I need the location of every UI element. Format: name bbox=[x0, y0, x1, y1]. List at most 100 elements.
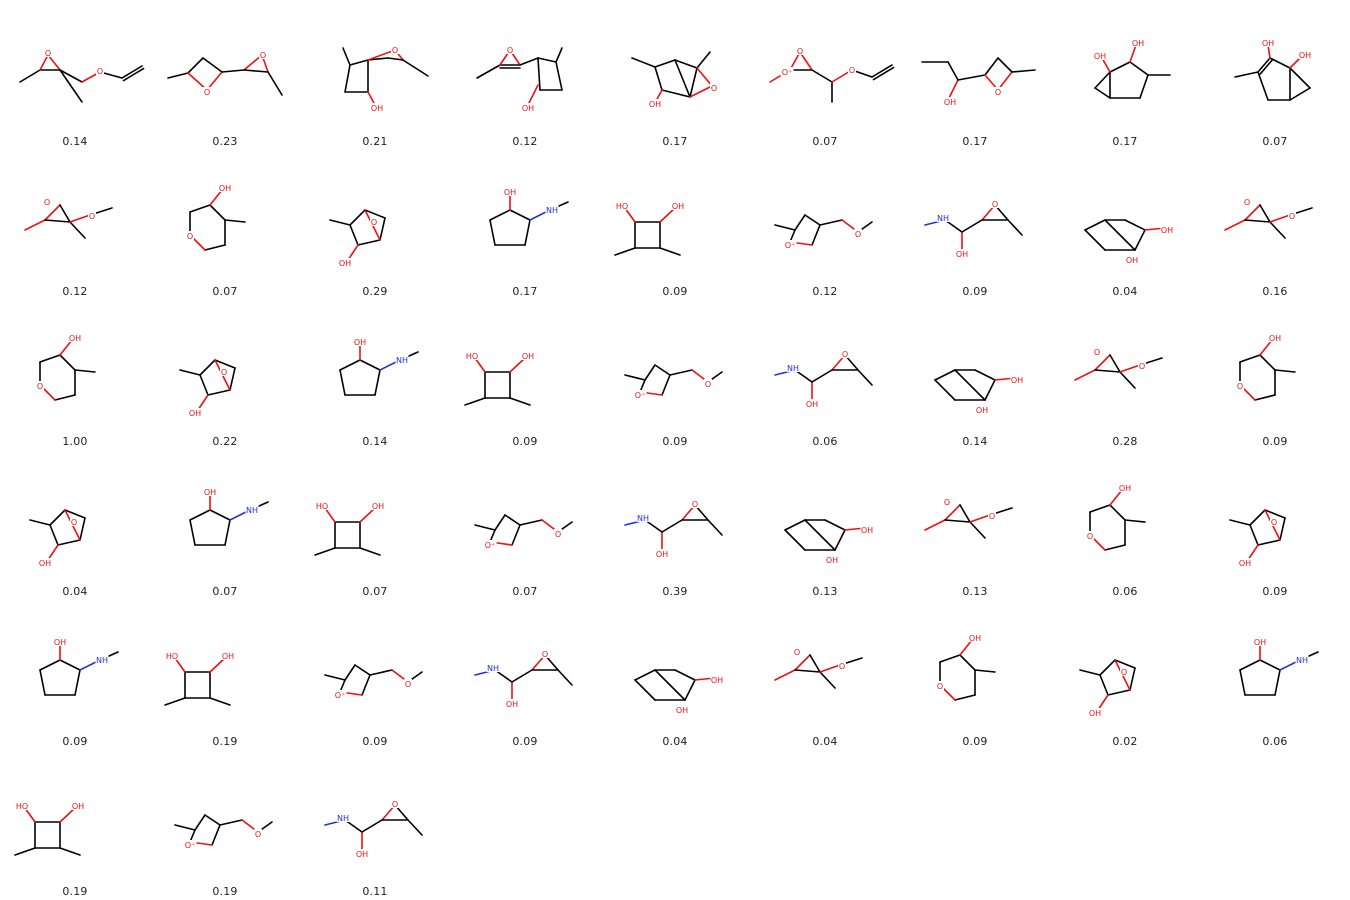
bond-line bbox=[954, 369, 986, 401]
molecule-structure-icon: NH OH O bbox=[324, 799, 423, 859]
bond-line bbox=[167, 72, 189, 79]
atom-label: OH bbox=[189, 409, 201, 418]
similarity-score: 0.07 bbox=[512, 585, 538, 598]
bond-line bbox=[811, 369, 833, 383]
molecule-card: OH OH 0.14 bbox=[900, 300, 1050, 450]
bond-line bbox=[984, 57, 999, 76]
similarity-score: 0.09 bbox=[962, 735, 988, 748]
bond-line bbox=[1254, 394, 1276, 401]
bond-line bbox=[519, 519, 543, 526]
bond-line bbox=[804, 214, 821, 226]
molecule-structure-icon: OH OH bbox=[1093, 38, 1171, 99]
bond-line bbox=[364, 209, 386, 219]
bond-line bbox=[361, 674, 371, 696]
bond-line bbox=[819, 671, 836, 689]
molecule-card: NH OH O 0.09 bbox=[900, 150, 1050, 300]
atom-label-bg bbox=[505, 699, 519, 708]
bond-line bbox=[944, 504, 961, 521]
atom-label: O bbox=[711, 84, 717, 93]
bond-line bbox=[947, 61, 959, 81]
molecule-structure-icon: OH OH bbox=[634, 669, 724, 715]
bond-line bbox=[1244, 204, 1261, 221]
atom-label-bg bbox=[220, 367, 228, 376]
atom-label: NH bbox=[487, 664, 499, 673]
bond-line bbox=[357, 239, 381, 246]
atom-label-bg bbox=[1268, 333, 1282, 342]
bond-line bbox=[1244, 219, 1271, 223]
similarity-score: 0.14 bbox=[962, 435, 988, 448]
similarity-score: 0.23 bbox=[212, 135, 238, 148]
atom-label: OH bbox=[354, 338, 366, 347]
atom-label-bg bbox=[1120, 667, 1128, 676]
atom-label-bg bbox=[371, 501, 385, 510]
molecule-structure-icon: OO bbox=[774, 647, 863, 689]
atom-label-bg bbox=[188, 408, 202, 417]
bond-line bbox=[367, 49, 396, 61]
molecule-structure-icon: OH OH bbox=[1084, 219, 1174, 265]
bond-line bbox=[1109, 489, 1123, 506]
bond-line bbox=[644, 364, 656, 381]
bond-line bbox=[49, 509, 66, 526]
atom-label: OH bbox=[656, 550, 668, 559]
bond-line bbox=[164, 697, 186, 706]
atom-label: O bbox=[989, 512, 995, 521]
atom-label: O bbox=[260, 51, 266, 60]
atom-label: OH bbox=[1132, 39, 1144, 48]
molecule-structure-icon: OH HO bbox=[614, 201, 685, 256]
bond-line bbox=[1259, 204, 1271, 223]
similarity-score: 0.07 bbox=[212, 285, 238, 298]
bond-line bbox=[344, 664, 356, 681]
molecule-card: OH NH 0.09 bbox=[0, 600, 150, 750]
similarity-score: 0.04 bbox=[662, 735, 688, 748]
double-bond-line bbox=[122, 67, 145, 82]
atom-label: O bbox=[1237, 382, 1243, 391]
molecule-structure-icon: OO bbox=[1074, 347, 1163, 389]
bond-line bbox=[224, 519, 231, 546]
bond-line bbox=[939, 654, 961, 663]
bond-line bbox=[924, 519, 946, 531]
bond-line bbox=[402, 59, 429, 77]
bond-line bbox=[1099, 674, 1109, 696]
atom-label: O⁺ bbox=[785, 241, 796, 250]
molecule-structure-icon: OH OH bbox=[1234, 38, 1312, 101]
atom-label-bg bbox=[710, 675, 724, 684]
atom-label: OH bbox=[39, 559, 51, 568]
atom-label: O⁺ bbox=[782, 68, 793, 77]
molecule-card: O OH 0.02 bbox=[1050, 600, 1200, 750]
similarity-score: 0.09 bbox=[512, 735, 538, 748]
bond-line bbox=[934, 379, 956, 401]
bond-line bbox=[359, 359, 381, 371]
bond-line bbox=[674, 59, 691, 98]
molecule-structure-icon: O⁺ O bbox=[624, 364, 723, 400]
bond-line bbox=[197, 394, 209, 411]
molecule-structure-icon: O OH bbox=[329, 209, 386, 268]
bond-line bbox=[204, 814, 221, 826]
bond-line bbox=[696, 51, 711, 69]
similarity-score: 0.09 bbox=[962, 285, 988, 298]
bond-line bbox=[1134, 229, 1146, 251]
bond-line bbox=[44, 219, 71, 223]
atom-label: O bbox=[1094, 348, 1100, 357]
atom-label-bg bbox=[44, 48, 52, 57]
atom-label: O⁺ bbox=[335, 691, 346, 700]
bond-line bbox=[1247, 544, 1259, 561]
molecule-structure-icon: O OH bbox=[179, 359, 236, 418]
bond-line bbox=[1129, 44, 1137, 63]
atom-label-bg bbox=[395, 355, 409, 364]
similarity-score: 0.09 bbox=[1262, 585, 1288, 598]
similarity-score: 0.09 bbox=[662, 285, 688, 298]
bond-line bbox=[1094, 71, 1111, 89]
atom-label: O bbox=[794, 648, 800, 657]
double-bond-line bbox=[872, 66, 895, 81]
atom-label: OH bbox=[1089, 709, 1101, 718]
molecule-card: OH OH 0.13 bbox=[750, 450, 900, 600]
bond-line bbox=[1139, 74, 1149, 99]
atom-label: O bbox=[1289, 212, 1295, 221]
bond-line bbox=[669, 369, 693, 376]
bond-line bbox=[1099, 659, 1116, 676]
atom-label-bg bbox=[315, 501, 329, 510]
atom-label-bg bbox=[521, 351, 535, 360]
atom-label: O bbox=[1121, 668, 1127, 677]
bond-line bbox=[1269, 57, 1291, 69]
bond-line bbox=[1124, 519, 1146, 523]
